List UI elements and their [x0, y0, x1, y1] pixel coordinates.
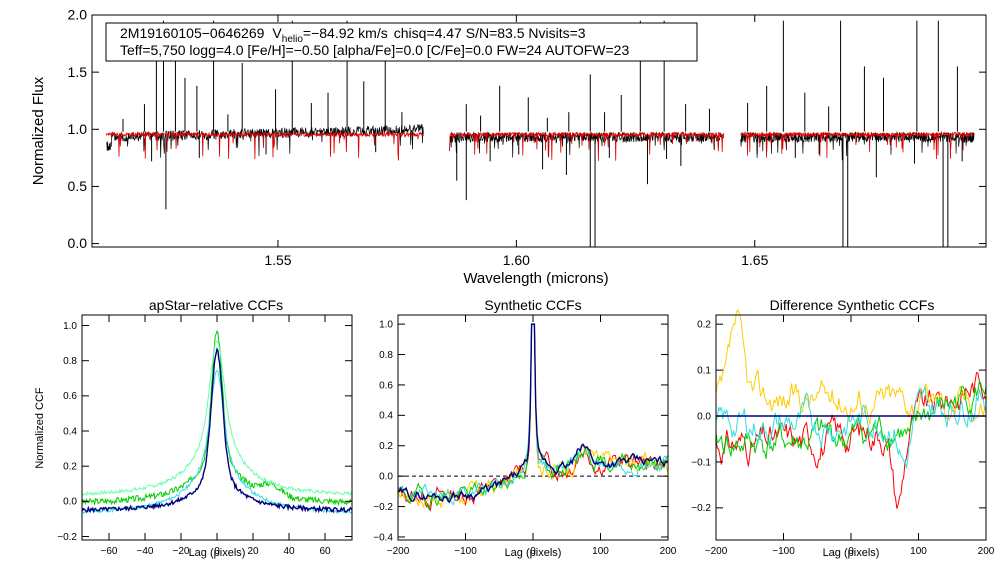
- ccf3-ytick-label: 0.1: [697, 365, 711, 376]
- ccf2-panel: Synthetic CCFs −200 −100 0 100 200 −0.4 −0.2 0.…: [373, 297, 677, 559]
- ccf3-xtick-label: 200: [978, 546, 995, 557]
- ccf1-series-line: [81, 340, 353, 497]
- spectrum-plot-frame: [91, 14, 987, 248]
- spectrum-annotation-line2: Teff=5,750 logg=4.0 [Fe/H]=−0.50 [alpha/…: [120, 42, 629, 58]
- ccf2-xtick-label: −200: [387, 546, 410, 557]
- ccf1-title: apStar−relative CCFs: [149, 297, 283, 313]
- ccf2-ticks: −200 −100 0 100 200 −0.4 −0.2 0.0 0.2 0.4 0.6 0.8 1.…: [373, 315, 677, 557]
- ccf3-lines: [715, 308, 987, 509]
- ccf3-xtick-label: −100: [772, 546, 795, 557]
- ccf2-ytick-label: 0.0: [379, 471, 393, 482]
- ccf1-xtick-label: −40: [137, 546, 154, 557]
- ccf1-ytick-label: 0.2: [63, 462, 77, 473]
- spectrum-model-segment: [740, 131, 975, 160]
- ccf1-lines: [81, 330, 353, 515]
- spectrum-ytick-label: 1.0: [68, 121, 88, 137]
- ccf3-x-axis-label: Lag (pixels): [823, 547, 880, 559]
- ccf1-series-line: [81, 330, 353, 507]
- ccf2-ytick-label: −0.4: [373, 532, 393, 543]
- ccf3-panel: Difference Synthetic CCFs −200 −100 0 100 20…: [691, 297, 995, 559]
- vhelio-prefix: V: [272, 25, 282, 41]
- ccf3-series-line: [715, 372, 987, 509]
- ccf2-ytick-label: 1.0: [379, 319, 393, 330]
- spectrum-xtick-label: 1.65: [741, 252, 768, 268]
- ccf1-xtick-label: 20: [247, 546, 259, 557]
- ccf1-xtick-label: 60: [319, 546, 331, 557]
- ccf3-series-line: [715, 385, 987, 468]
- ccf1-x-axis-label: Lag (pixels): [189, 547, 246, 559]
- ccf3-xtick-label: 100: [910, 546, 927, 557]
- ccf2-ytick-label: 0.8: [379, 350, 393, 361]
- vhelio-value: =−84.92 km/s: [303, 25, 388, 41]
- ccf1-xtick-label: −60: [101, 546, 118, 557]
- star-id: 2M19160105−0646269: [120, 25, 265, 41]
- spectrum-xtick-label: 1.60: [503, 252, 530, 268]
- ccf2-series-line: [397, 323, 669, 506]
- spectrum-ticks: 1.55 1.60 1.65 0.0 0.5 1.0 1.5 2.0: [68, 7, 986, 268]
- vhelio-subscript: helio: [282, 34, 304, 45]
- ccf3-series-line: [715, 308, 987, 425]
- spectrum-ytick-label: 1.5: [68, 64, 88, 80]
- ccf1-ticks: −60 −40 −20 0 20 40 60 −0.2 0.0 0.2 0.4 0.6 0.8 1.0: [57, 315, 352, 557]
- ccf2-lines: [397, 323, 669, 512]
- ccf3-ytick-label: −0.2: [691, 503, 711, 514]
- ccf1-xtick-label: 0: [214, 546, 220, 557]
- ccf2-ytick-label: −0.2: [373, 502, 393, 513]
- fit-stats: chisq=4.47 S/N=83.5 Nvisits=3: [394, 25, 586, 41]
- ccf1-ytick-label: 1.0: [63, 321, 77, 332]
- ccf1-y-axis-label: Normalized CCF: [34, 387, 46, 469]
- ccf2-series-line: [397, 323, 669, 508]
- spectrum-x-axis-label: Wavelength (microns): [463, 270, 608, 287]
- ccf1-ytick-label: 0.4: [63, 426, 77, 437]
- ccf2-xtick-label: −100: [454, 546, 477, 557]
- ccf2-series-line: [397, 323, 669, 511]
- ccf2-plot-frame: [397, 314, 669, 541]
- ccf3-series-line: [715, 380, 987, 459]
- ccf3-ytick-label: 0.2: [697, 320, 711, 331]
- spectrum-ytick-label: 2.0: [68, 7, 88, 23]
- ccf3-xtick-label: −200: [705, 546, 728, 557]
- spectrum-observed-segment: [740, 130, 975, 161]
- ccf2-ytick-label: 0.2: [379, 441, 393, 452]
- spectrum-ytick-label: 0.0: [68, 235, 88, 251]
- ccf1-ytick-label: 0.6: [63, 391, 77, 402]
- spectrum-ytick-label: 0.5: [68, 178, 88, 194]
- ccf1-panel: apStar−relative CCFs −60 −40 −20 0 20 40 60 −0.…: [34, 297, 353, 559]
- ccf2-xtick-label: 0: [530, 546, 536, 557]
- ccf2-xtick-label: 100: [592, 546, 609, 557]
- ccf3-ytick-label: 0.0: [697, 411, 711, 422]
- ccf1-xtick-label: −20: [173, 546, 190, 557]
- ccf2-x-axis-label: Lag (pixels): [505, 547, 562, 559]
- spectrum-annotation-box: [105, 22, 698, 62]
- ccf2-ytick-label: 0.4: [379, 411, 393, 422]
- ccf2-xtick-label: 200: [660, 546, 677, 557]
- ccf3-ytick-label: −0.1: [691, 457, 711, 468]
- ccf1-series-line: [81, 347, 353, 514]
- spectrum-model-segment: [449, 131, 725, 161]
- ccf2-title: Synthetic CCFs: [484, 297, 581, 313]
- ccf3-plot-frame: [715, 314, 987, 541]
- spectrum-y-axis-label: Normalized Flux: [30, 76, 47, 185]
- ccf3-xtick-label: 0: [848, 546, 854, 557]
- ccf3-title: Difference Synthetic CCFs: [770, 297, 935, 313]
- ccf2-ytick-label: 0.6: [379, 380, 393, 391]
- ccf1-ytick-label: 0.8: [63, 356, 77, 367]
- ccf3-ticks: −200 −100 0 100 200 −0.2 −0.1 0.0 0.1 0.2: [691, 315, 995, 557]
- ccf2-series-line: [398, 323, 669, 504]
- spectrum-model-segment: [105, 130, 424, 161]
- spectrum-annotation-line1: 2M19160105−0646269 Vhelio=−84.92 km/s chis…: [120, 25, 586, 45]
- ccf2-series-line: [397, 323, 669, 512]
- spectrum-panel: 1.55 1.60 1.65 0.0 0.5 1.0 1.5 2.0 2M19160105−0…: [30, 7, 987, 287]
- spectrum-xtick-label: 1.55: [264, 252, 291, 268]
- ccf1-ytick-label: −0.2: [57, 532, 77, 543]
- ccf1-ytick-label: 0.0: [63, 497, 77, 508]
- ccf1-xtick-label: 40: [283, 546, 295, 557]
